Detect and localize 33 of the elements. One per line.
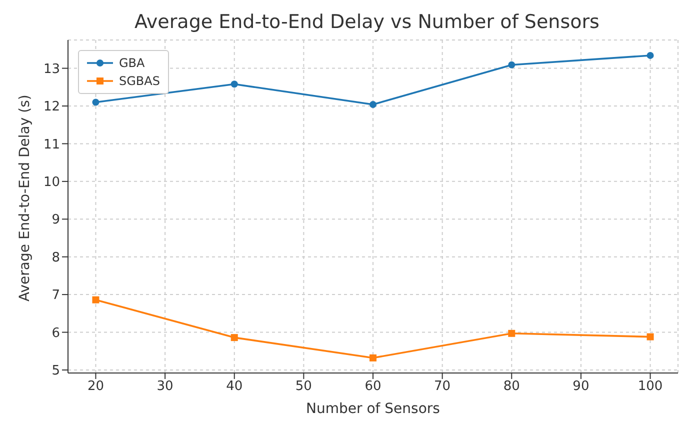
y-tick-label: 9	[52, 212, 60, 228]
x-tick-label: 30	[156, 379, 174, 394]
x-axis-title: Number of Sensors	[306, 401, 440, 417]
y-tick-label: 7	[52, 288, 60, 304]
y-tick-label: 8	[52, 250, 60, 266]
point	[370, 100, 376, 108]
point	[370, 354, 376, 362]
chart-title: Average End-to-End Delay vs Number of Sensors	[134, 10, 600, 35]
legend-label: GBA	[119, 56, 145, 70]
point	[508, 61, 516, 68]
x-tick-label: 70	[434, 379, 451, 394]
point	[230, 334, 238, 342]
legend-label: SGBAS	[119, 74, 160, 88]
x-tick-label: 20	[87, 379, 104, 394]
x-tick-label: 50	[295, 379, 312, 394]
y-tick-label: 12	[43, 100, 60, 115]
point	[92, 296, 100, 304]
y-axis-title: Average End-to-End Delay (s)	[16, 94, 33, 302]
point	[92, 98, 100, 106]
point	[508, 330, 516, 337]
point	[646, 333, 654, 340]
x-tick-label: 100	[638, 379, 663, 394]
x-tick-label: 90	[572, 379, 590, 394]
y-tick-label: 6	[52, 326, 60, 341]
point	[230, 80, 238, 88]
y-tick-label: 5	[52, 364, 60, 379]
point	[646, 52, 654, 59]
x-tick-label: 80	[503, 379, 520, 394]
y-tick-label: 10	[43, 175, 60, 190]
y-tick-label: 13	[43, 62, 60, 77]
x-tick-label: 60	[364, 379, 382, 394]
y-tick-label: 11	[43, 137, 60, 152]
x-tick-label: 40	[226, 379, 243, 394]
